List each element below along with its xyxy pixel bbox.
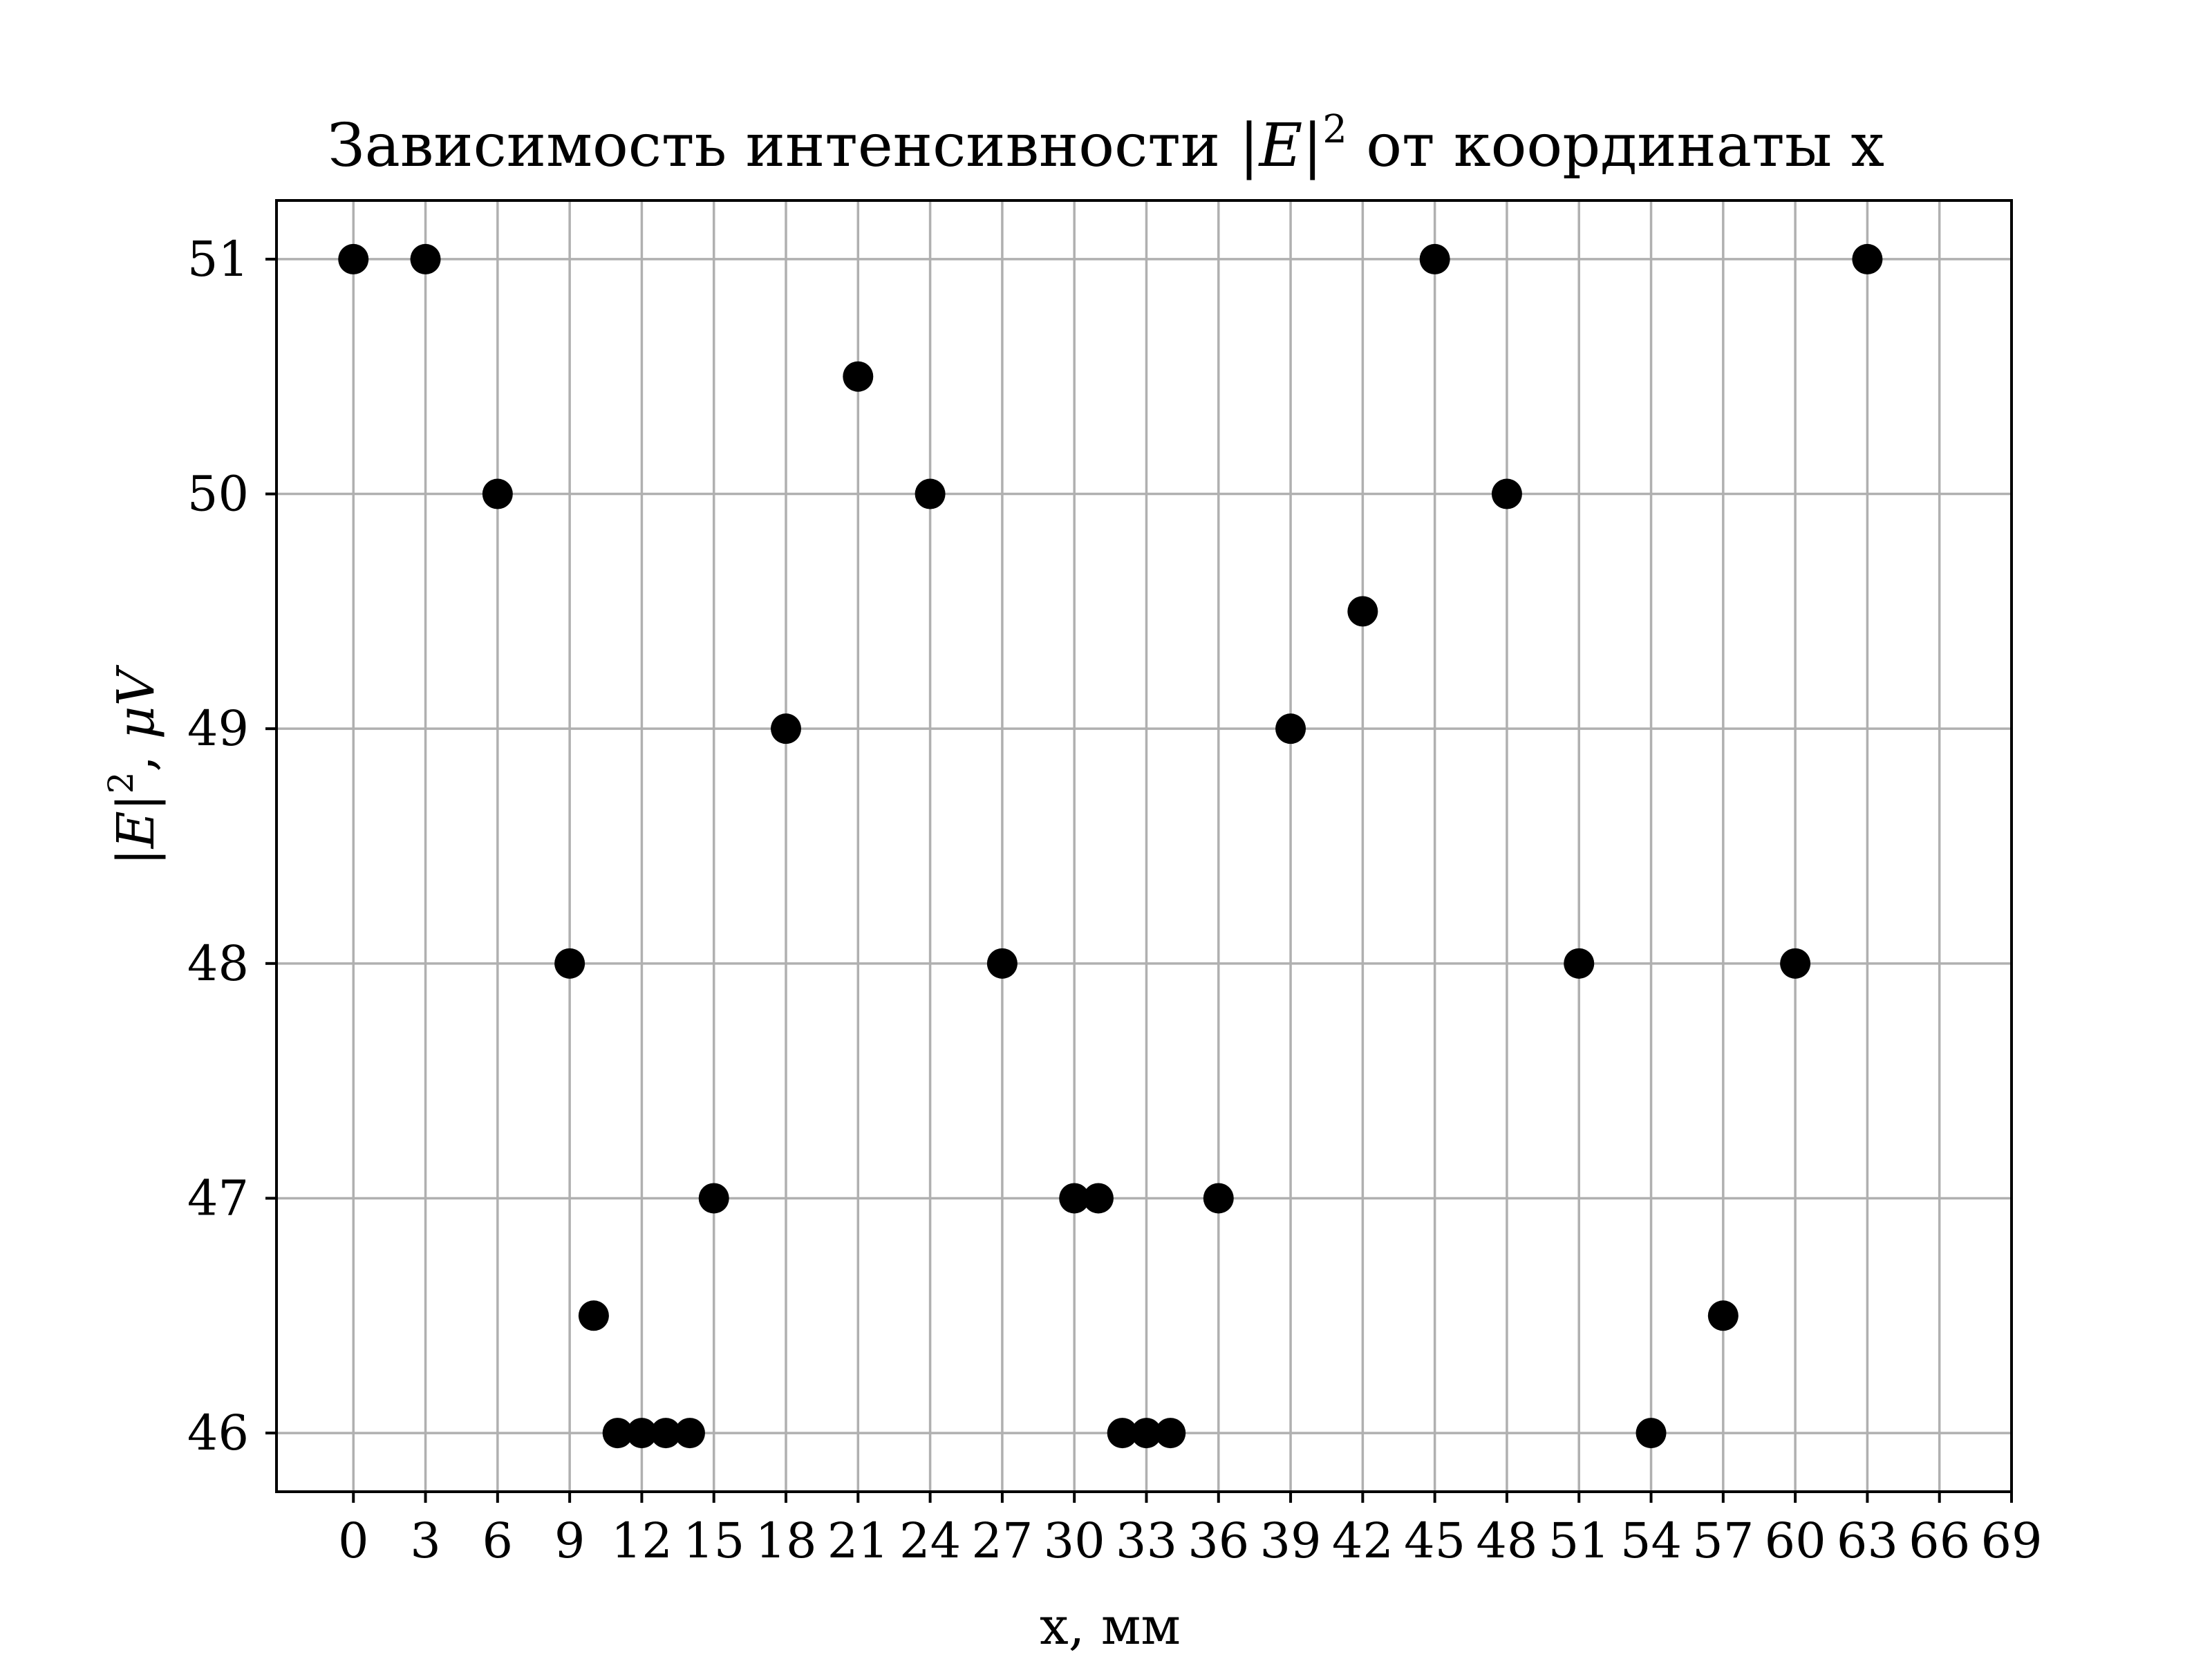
x-tick-label: 15 <box>683 1512 744 1569</box>
data-point <box>986 948 1018 979</box>
data-point <box>1347 596 1378 627</box>
data-point <box>338 243 369 274</box>
x-tick-label: 69 <box>1980 1512 2042 1569</box>
data-point <box>1203 1183 1234 1214</box>
y-tick-label: 46 <box>187 1405 249 1461</box>
x-tick-label: 9 <box>554 1512 585 1569</box>
x-tick-label: 18 <box>755 1512 816 1569</box>
data-point <box>1131 1418 1162 1449</box>
data-point <box>650 1418 682 1449</box>
data-point <box>1635 1418 1667 1449</box>
data-point <box>1107 1418 1138 1449</box>
data-point <box>578 1300 609 1331</box>
x-tick-label: 21 <box>827 1512 889 1569</box>
x-tick-label: 51 <box>1548 1512 1610 1569</box>
x-tick-label: 48 <box>1476 1512 1537 1569</box>
x-tick-label: 6 <box>482 1512 514 1569</box>
y-tick-label: 47 <box>187 1170 249 1226</box>
data-point <box>602 1418 633 1449</box>
x-tick-label: 42 <box>1332 1512 1394 1569</box>
data-point <box>698 1183 729 1214</box>
data-point <box>1780 948 1811 979</box>
data-point <box>1059 1183 1090 1214</box>
x-tick-label: 45 <box>1404 1512 1465 1569</box>
y-axis-label: |E|2, μV <box>101 664 166 865</box>
y-tick-label: 51 <box>187 231 249 288</box>
x-tick-label: 33 <box>1116 1512 1177 1569</box>
data-point <box>554 948 585 979</box>
x-tick-label: 57 <box>1692 1512 1754 1569</box>
data-point <box>1275 713 1306 744</box>
chart-title: Зависимость интенсивности |E|2 от коорди… <box>328 107 1884 180</box>
y-tick-label: 49 <box>187 700 249 757</box>
x-tick-label: 27 <box>971 1512 1033 1569</box>
plot-frame <box>275 199 2013 1493</box>
x-tick-label: 60 <box>1765 1512 1826 1569</box>
data-point <box>1155 1418 1186 1449</box>
data-point <box>482 478 513 509</box>
y-tick-label: 50 <box>187 466 249 523</box>
data-point <box>674 1418 705 1449</box>
data-point <box>1491 478 1522 509</box>
data-point <box>410 243 441 274</box>
x-tick-label: 24 <box>899 1512 961 1569</box>
data-point <box>1707 1300 1738 1331</box>
x-tick-label: 39 <box>1260 1512 1322 1569</box>
data-point <box>1852 243 1883 274</box>
x-tick-label: 36 <box>1188 1512 1249 1569</box>
x-tick-label: 30 <box>1044 1512 1105 1569</box>
x-tick-label: 63 <box>1837 1512 1898 1569</box>
x-tick-label: 66 <box>1909 1512 1970 1569</box>
data-point <box>1419 243 1450 274</box>
x-tick-label: 3 <box>410 1512 441 1569</box>
x-tick-label: 54 <box>1620 1512 1682 1569</box>
x-tick-label: 12 <box>611 1512 673 1569</box>
x-axis-label: x, мм <box>1040 1597 1181 1656</box>
data-point <box>1564 948 1595 979</box>
data-points <box>338 243 1883 1449</box>
data-point <box>1082 1183 1114 1214</box>
x-tick-label: 0 <box>338 1512 369 1569</box>
data-point <box>843 361 874 392</box>
axis-ticks: 0 3 6 9 12 15 18 21 24 27 30 33 36 39 42 45 48 51 54 57 60 63… <box>187 231 2043 1569</box>
data-point <box>771 713 802 744</box>
y-tick-label: 48 <box>187 935 249 992</box>
data-point <box>626 1418 657 1449</box>
data-point <box>915 478 946 509</box>
